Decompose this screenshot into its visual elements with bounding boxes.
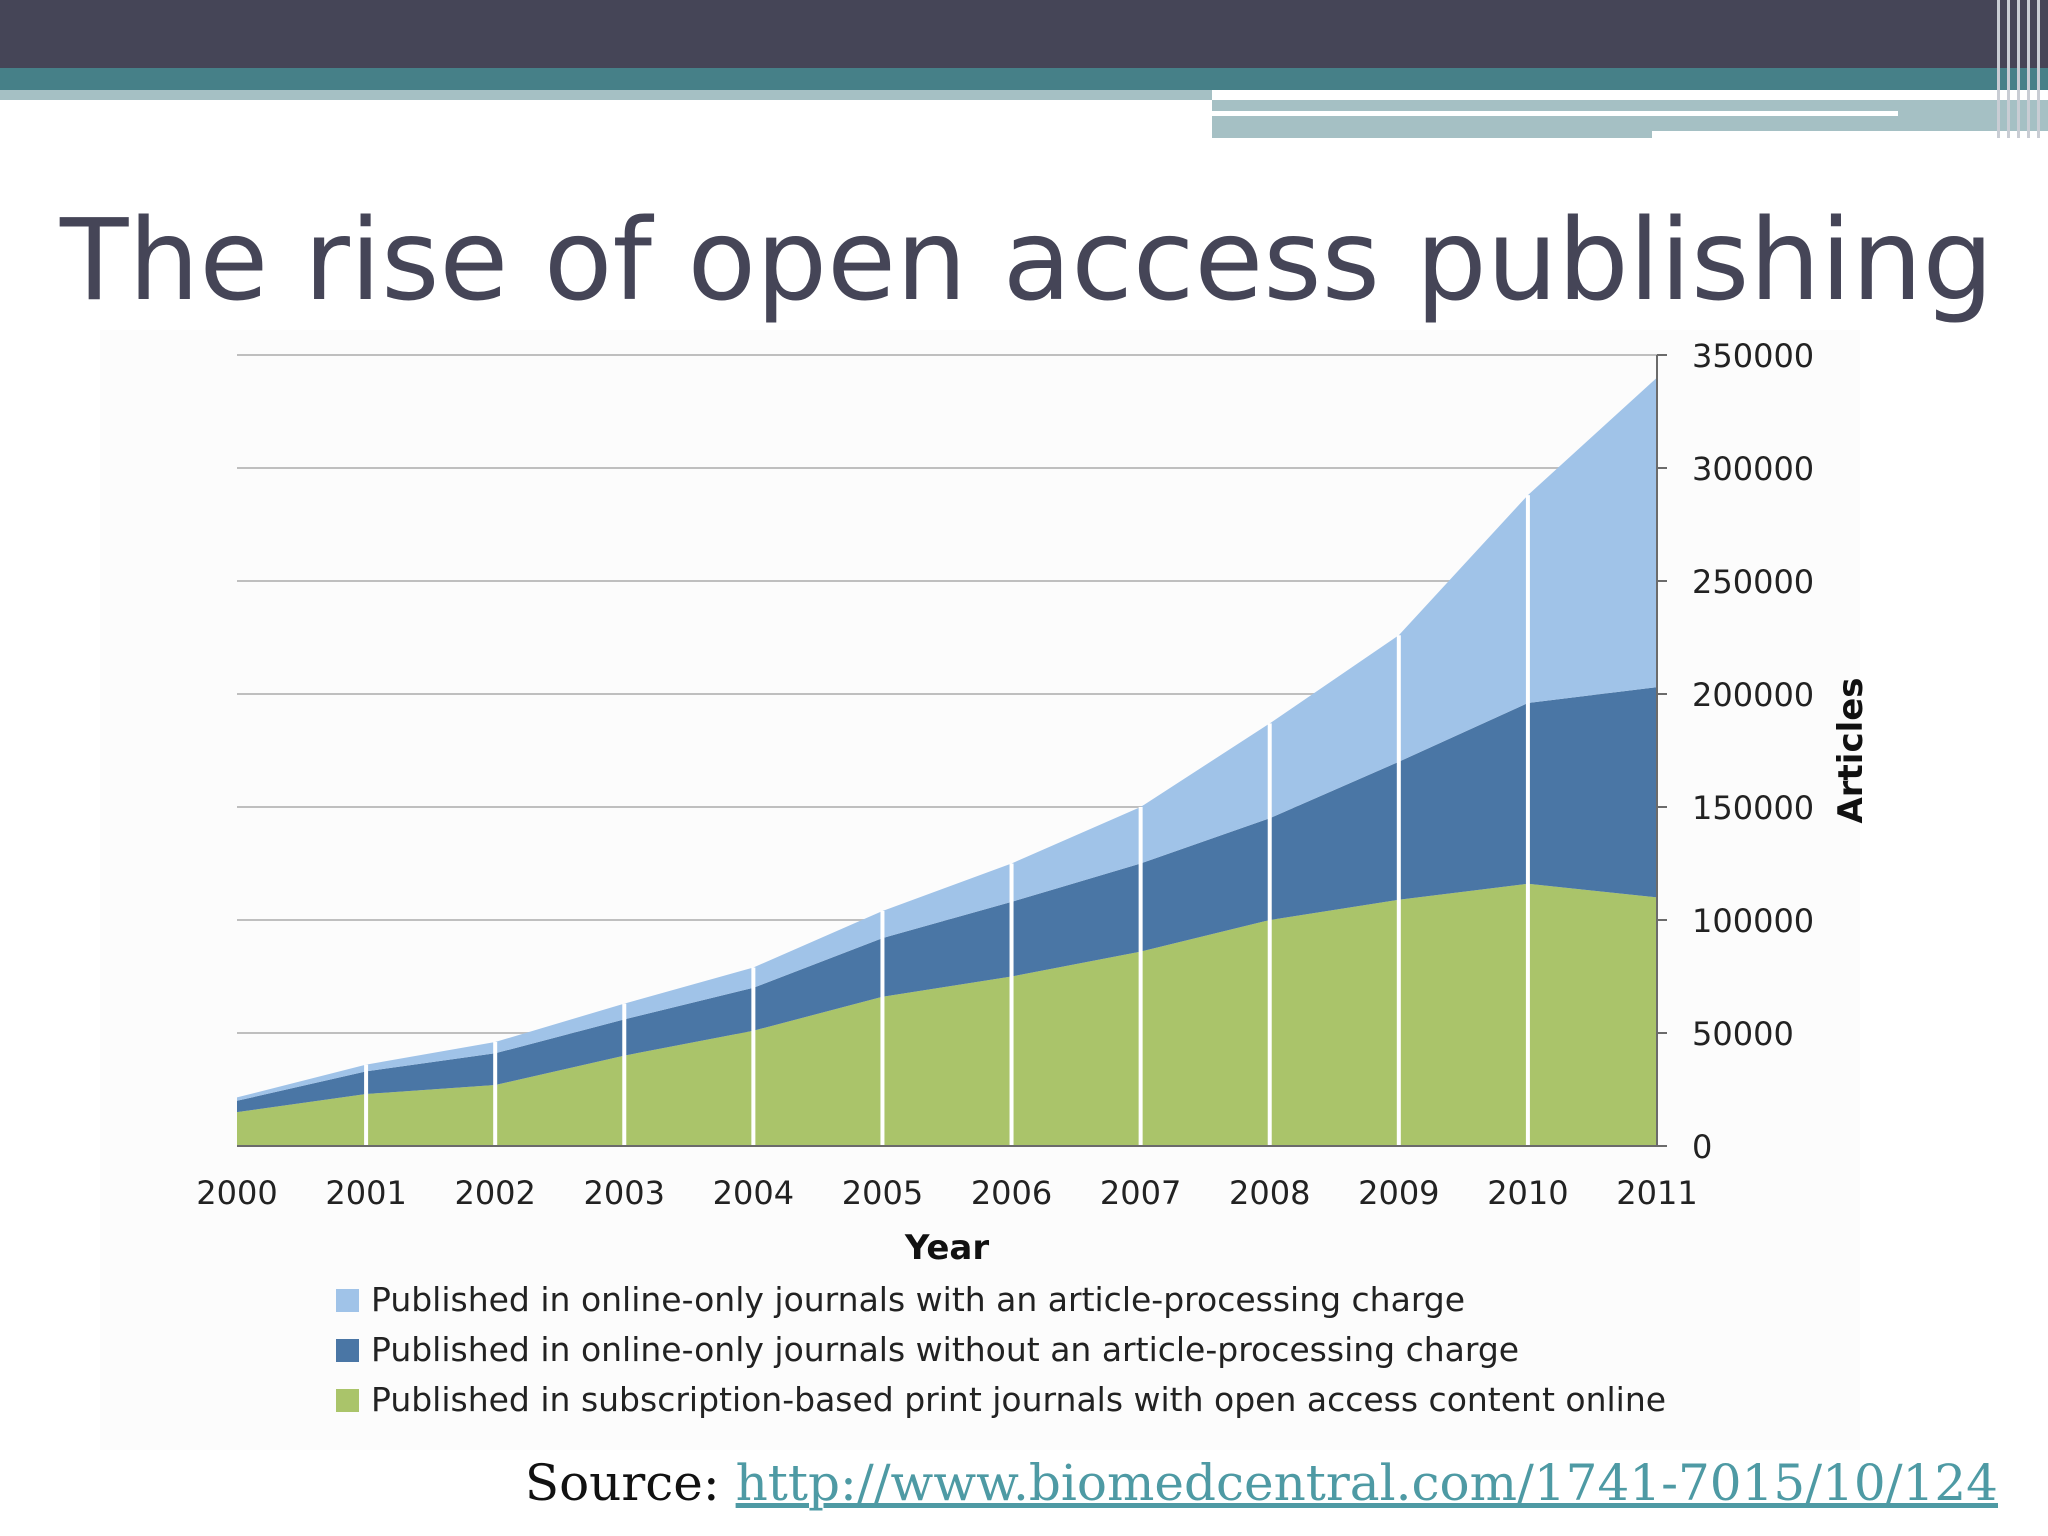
x-tick-label: 2003 [584,1174,665,1212]
header-stripe-notch [1652,131,2048,138]
area-online-apc [237,377,1657,1101]
y-tick-label: 300000 [1692,450,1814,488]
area-online-no-apc [237,687,1657,1113]
area-print-journals [237,883,1657,1146]
legend-item-print-journals: Published in subscription-based print jo… [371,1380,1666,1419]
source-label: Source: [524,1454,736,1512]
x-tick-label: 2011 [1616,1174,1697,1212]
legend-item-online-apc: Published in online-only journals with a… [371,1280,1465,1319]
header-stripe-teal [0,68,2048,90]
y-tick-label: 250000 [1692,563,1814,601]
y-tick-label: 100000 [1692,902,1814,940]
x-tick-label: 2009 [1358,1174,1439,1212]
legend-item-online-no-apc: Published in online-only journals withou… [371,1330,1519,1369]
y-tick-label: 0 [1692,1128,1712,1166]
legend-swatch [336,1389,359,1412]
y-tick-label: 200000 [1692,676,1814,714]
header-stripe-line [1212,111,1898,116]
slide-title: The rise of open access publishing [60,196,1994,326]
y-axis-title: Articles [1831,677,1871,823]
x-tick-label: 2000 [196,1174,277,1212]
stacked-area-chart: 0 50000 100000 150000 200000 250000 300000 3500… [100,330,1871,1450]
x-tick-label: 2001 [325,1174,406,1212]
x-tick-label: 2002 [454,1174,535,1212]
x-tick-label: 2010 [1487,1174,1568,1212]
header-edge-lines [1990,0,2048,138]
x-tick-label: 2006 [971,1174,1052,1212]
x-tick-label: 2005 [842,1174,923,1212]
source-link[interactable]: http://www.biomedcentral.com/1741-7015/1… [735,1454,1998,1512]
y-tick-label: 150000 [1692,789,1814,827]
x-tick-label: 2008 [1229,1174,1310,1212]
legend-swatch [336,1289,359,1312]
legend-swatch [336,1339,359,1362]
y-tick-label: 350000 [1692,337,1814,375]
x-axis-title: Year [904,1228,990,1268]
y-tick-label: 50000 [1692,1015,1794,1053]
x-tick-label: 2007 [1100,1174,1181,1212]
header-stripe-light-left [0,90,1212,100]
x-tick-label: 2004 [713,1174,794,1212]
source-citation: Source: http://www.biomedcentral.com/174… [525,1454,1998,1512]
header-bar [0,0,2048,68]
